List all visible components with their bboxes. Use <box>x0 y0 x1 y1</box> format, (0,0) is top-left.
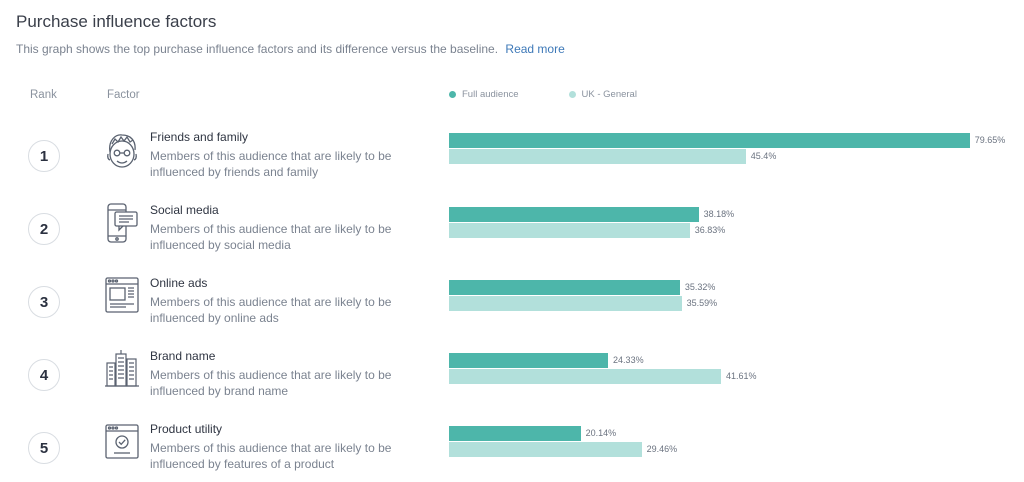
page-title: Purchase influence factors <box>16 12 217 31</box>
legend-label-full-audience: Full audience <box>462 89 519 100</box>
legend-label-uk-general: UK - General <box>581 89 637 100</box>
factor-name: Brand name <box>150 349 216 363</box>
factor-row: 3 Online ads Members of this audience th… <box>0 276 1024 336</box>
bar-label-uk-general: 35.59% <box>686 298 718 308</box>
bar-label-full-audience: 38.18% <box>703 209 735 219</box>
rank-badge: 3 <box>28 286 60 318</box>
bar-full-audience <box>449 353 609 368</box>
bar-label-uk-general: 29.46% <box>646 444 678 454</box>
bar-full-audience <box>449 280 680 295</box>
bar-label-full-audience: 24.33% <box>613 355 644 365</box>
factor-description: Members of this audience that are likely… <box>150 368 392 398</box>
factor-name: Friends and family <box>150 130 249 144</box>
factor-name: Product utility <box>150 422 223 436</box>
factor-description: Members of this audience that are likely… <box>150 149 392 179</box>
factor-description: Members of this audience that are likely… <box>150 222 392 252</box>
bar-uk-general <box>449 442 642 457</box>
read-more-link[interactable]: Read more <box>505 42 565 56</box>
chart-legend: Full audience UK - General <box>449 89 687 100</box>
bar-uk-general <box>449 149 746 164</box>
online-ads-icon <box>105 277 139 313</box>
bar-uk-general <box>449 223 690 238</box>
rank-badge: 2 <box>28 213 60 245</box>
rank-badge: 4 <box>28 359 60 391</box>
bar-full-audience <box>449 207 699 222</box>
rank-badge: 1 <box>28 140 60 172</box>
subtitle-text: This graph shows the top purchase influe… <box>16 42 499 56</box>
factor-row: 4 Brand name Members of this audience th… <box>0 349 1024 409</box>
factor-description: Members of this audience that are likely… <box>150 441 392 471</box>
bar-label-uk-general: 45.4% <box>750 151 777 161</box>
bar-uk-general <box>449 369 722 384</box>
friends-family-icon <box>107 134 137 168</box>
bar-group: 24.33% 41.61% <box>449 353 1024 393</box>
bar-full-audience <box>449 426 581 441</box>
legend-item-full-audience: Full audience <box>449 89 519 100</box>
factor-name: Social media <box>150 203 219 217</box>
legend-dot-full-audience <box>449 91 456 98</box>
factor-row: 5 Product utility Members of this audien… <box>0 422 1024 482</box>
factor-description: Members of this audience that are likely… <box>150 295 392 325</box>
brand-name-icon <box>105 350 139 387</box>
product-utility-icon <box>105 424 139 459</box>
bar-group: 35.32% 35.59% <box>449 280 1024 320</box>
legend-item-uk-general: UK - General <box>568 89 637 100</box>
factor-row: 1 Friends and family Members of this aud… <box>0 130 1024 190</box>
factor-row: 2 Social media Members of this audience … <box>0 203 1024 263</box>
bar-label-full-audience: 35.32% <box>684 282 716 292</box>
bar-group: 20.14% 29.46% <box>449 426 1024 466</box>
rank-column-header: Rank <box>30 89 57 101</box>
factor-column-header: Factor <box>107 89 140 101</box>
bar-group: 79.65% 45.4% <box>449 133 1024 173</box>
legend-dot-uk-general <box>568 91 576 98</box>
bar-full-audience <box>449 133 970 148</box>
page-subtitle: This graph shows the top purchase influe… <box>16 42 565 56</box>
bar-label-uk-general: 41.61% <box>726 371 757 381</box>
social-media-icon <box>107 203 138 243</box>
bar-uk-general <box>449 296 682 311</box>
bar-label-uk-general: 36.83% <box>694 225 726 235</box>
bar-label-full-audience: 20.14% <box>585 428 617 438</box>
bar-label-full-audience: 79.65% <box>974 135 1006 145</box>
rank-badge: 5 <box>28 432 60 464</box>
factor-name: Online ads <box>150 276 208 290</box>
bar-group: 38.18% 36.83% <box>449 207 1024 247</box>
